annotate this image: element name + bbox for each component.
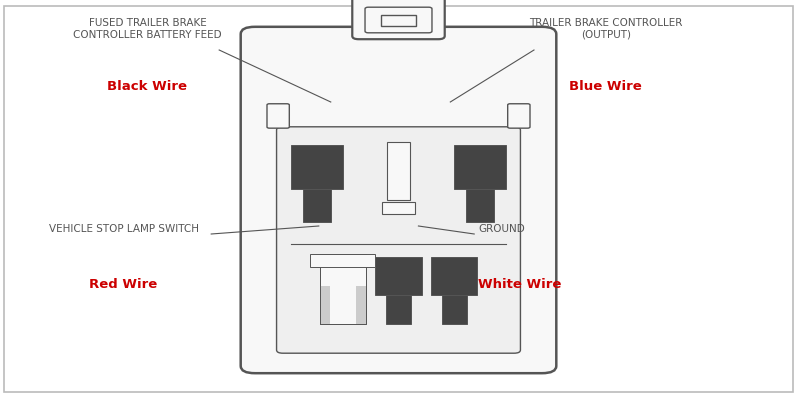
Bar: [320, 254, 366, 324]
Text: VEHICLE STOP LAMP SWITCH: VEHICLE STOP LAMP SWITCH: [49, 224, 198, 234]
Bar: [431, 257, 477, 295]
Text: GROUND: GROUND: [478, 224, 525, 234]
FancyBboxPatch shape: [277, 127, 520, 353]
Text: Black Wire: Black Wire: [108, 80, 187, 93]
FancyBboxPatch shape: [241, 27, 556, 373]
Text: White Wire: White Wire: [478, 278, 562, 291]
Bar: [291, 145, 343, 189]
Bar: [381, 15, 416, 26]
Text: TRAILER BRAKE CONTROLLER
(OUTPUT): TRAILER BRAKE CONTROLLER (OUTPUT): [529, 18, 682, 40]
Bar: [454, 145, 506, 189]
Bar: [320, 286, 330, 324]
FancyBboxPatch shape: [352, 0, 445, 39]
Bar: [466, 178, 494, 222]
Bar: [320, 254, 366, 324]
Bar: [303, 178, 331, 222]
Bar: [310, 254, 375, 266]
FancyBboxPatch shape: [267, 104, 289, 128]
FancyBboxPatch shape: [508, 104, 530, 128]
Bar: [355, 286, 366, 324]
Bar: [382, 202, 415, 214]
Bar: [387, 142, 410, 200]
Text: FUSED TRAILER BRAKE
CONTROLLER BATTERY FEED: FUSED TRAILER BRAKE CONTROLLER BATTERY F…: [73, 18, 222, 40]
Text: Blue Wire: Blue Wire: [569, 80, 642, 93]
Text: Red Wire: Red Wire: [89, 278, 158, 291]
Bar: [386, 286, 411, 324]
Bar: [375, 257, 422, 295]
Bar: [442, 286, 467, 324]
FancyBboxPatch shape: [365, 7, 432, 33]
